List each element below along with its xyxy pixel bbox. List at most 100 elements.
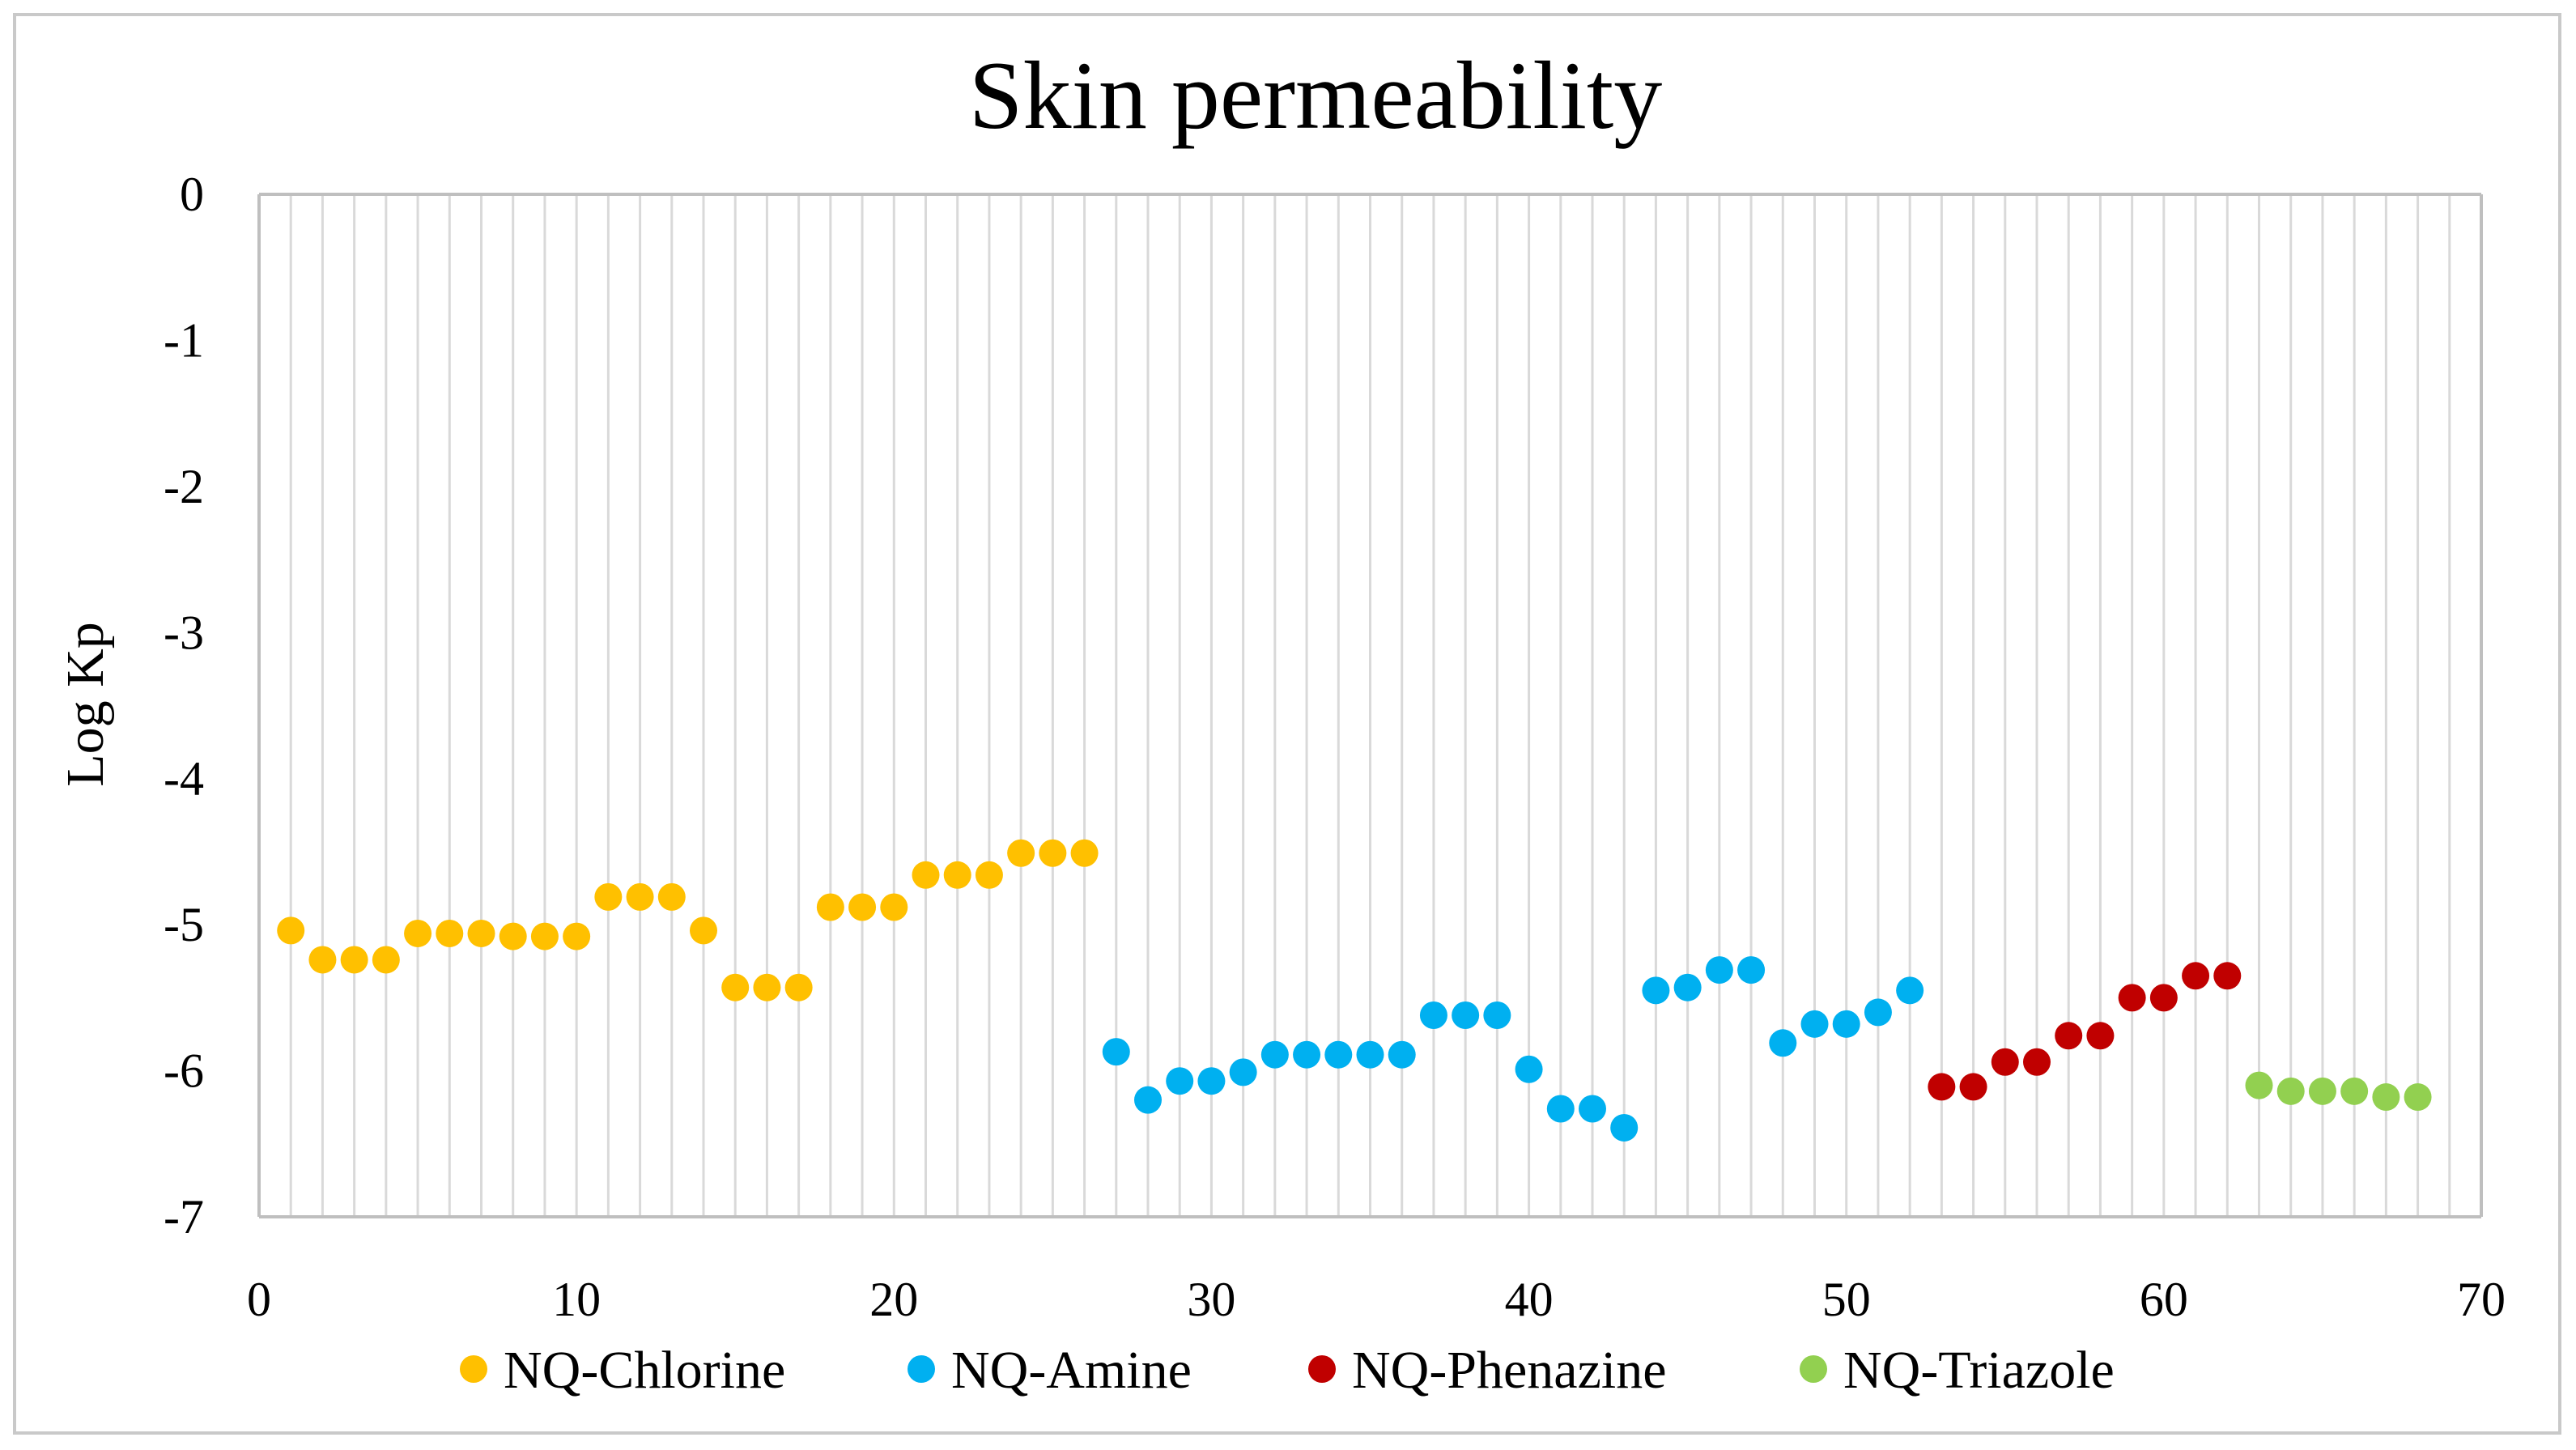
- y-tick-label: 0: [180, 168, 204, 221]
- data-point-nq-chlorine: [784, 973, 813, 1001]
- data-point-nq-amine: [1419, 1001, 1447, 1030]
- x-tick-label: 70: [2457, 1273, 2506, 1326]
- grid-layer: [289, 194, 2451, 1217]
- data-point-nq-amine: [1705, 956, 1733, 984]
- data-point-nq-amine: [1673, 973, 1702, 1001]
- data-point-nq-phenazine: [1959, 1073, 1987, 1101]
- data-point-nq-amine: [1769, 1029, 1797, 1057]
- x-tick-label: 0: [247, 1273, 271, 1326]
- data-point-nq-phenazine: [1928, 1073, 1956, 1101]
- x-tick-label: 60: [2140, 1273, 2188, 1326]
- data-point-nq-chlorine: [975, 861, 1003, 889]
- data-point-nq-phenazine: [2118, 984, 2146, 1012]
- data-point-nq-amine: [1737, 956, 1766, 984]
- y-tick-label: -7: [164, 1190, 204, 1244]
- data-point-nq-chlorine: [277, 916, 305, 945]
- data-point-nq-phenazine: [2213, 962, 2242, 990]
- data-point-nq-chlorine: [594, 882, 623, 911]
- data-point-nq-chlorine: [657, 882, 686, 911]
- data-point-nq-chlorine: [1039, 839, 1067, 867]
- data-point-nq-amine: [1293, 1040, 1321, 1069]
- data-point-nq-chlorine: [626, 882, 654, 911]
- y-tick-labels: 0 -1 -2 -3 -4 -5 -6 -7: [164, 168, 204, 1244]
- data-point-nq-chlorine: [690, 916, 717, 945]
- data-point-nq-amine: [1197, 1067, 1226, 1095]
- data-point-nq-amine: [1483, 1001, 1511, 1030]
- data-point-nq-amine: [1546, 1095, 1575, 1123]
- data-point-nq-chlorine: [721, 973, 750, 1001]
- legend-label-nq-triazole: NQ-Triazole: [1843, 1341, 2115, 1400]
- data-point-nq-chlorine: [1070, 839, 1099, 867]
- data-point-nq-amine: [1610, 1113, 1639, 1142]
- legend-marker-nq-triazole: [1800, 1355, 1827, 1383]
- data-point-nq-chlorine: [308, 946, 337, 974]
- y-tick-label: -5: [164, 898, 204, 951]
- data-point-nq-triazole: [2404, 1083, 2432, 1112]
- data-point-nq-triazole: [2276, 1077, 2305, 1105]
- data-point-nq-chlorine: [943, 861, 971, 889]
- y-tick-label: -4: [164, 752, 204, 806]
- data-point-nq-chlorine: [848, 893, 877, 921]
- data-point-nq-triazole: [2340, 1077, 2369, 1105]
- data-point-nq-amine: [1229, 1058, 1257, 1086]
- data-point-nq-amine: [1260, 1040, 1289, 1069]
- legend-marker-nq-chlorine: [460, 1355, 487, 1383]
- data-point-nq-amine: [1642, 976, 1670, 1005]
- x-tick-label: 30: [1187, 1273, 1235, 1326]
- data-point-nq-chlorine: [436, 919, 464, 947]
- data-point-nq-amine: [1324, 1040, 1353, 1069]
- data-point-nq-chlorine: [340, 946, 368, 974]
- legend-marker-nq-phenazine: [1308, 1355, 1336, 1383]
- x-tick-label: 50: [1822, 1273, 1871, 1326]
- data-point-nq-chlorine: [372, 946, 400, 974]
- legend-label-nq-chlorine: NQ-Chlorine: [504, 1341, 785, 1400]
- x-tick-label: 20: [869, 1273, 918, 1326]
- x-tick-labels: 0 10 20 30 40 50 60 70: [247, 1273, 2506, 1326]
- data-point-nq-chlorine: [1007, 839, 1035, 867]
- data-point-nq-chlorine: [404, 919, 432, 947]
- data-point-nq-chlorine: [816, 893, 844, 921]
- y-tick-label: -3: [164, 606, 204, 659]
- y-axis-label: Log Kp: [56, 622, 115, 786]
- x-tick-label: 40: [1505, 1273, 1554, 1326]
- data-point-nq-chlorine: [912, 861, 940, 889]
- data-point-nq-amine: [1864, 998, 1892, 1027]
- legend-marker-nq-amine: [908, 1355, 935, 1383]
- x-tick-label: 10: [552, 1273, 601, 1326]
- data-point-nq-chlorine: [880, 893, 908, 921]
- data-point-nq-amine: [1515, 1055, 1543, 1083]
- data-point-nq-amine: [1452, 1001, 1480, 1030]
- data-point-nq-phenazine: [2023, 1048, 2051, 1076]
- data-point-nq-phenazine: [1991, 1048, 2019, 1076]
- y-tick-label: -2: [164, 460, 204, 513]
- data-point-nq-triazole: [2308, 1077, 2336, 1105]
- data-point-nq-phenazine: [2182, 962, 2210, 990]
- points-layer: [277, 839, 2432, 1142]
- chart-title: Skin permeability: [969, 41, 1663, 149]
- data-point-nq-phenazine: [2055, 1022, 2083, 1050]
- legend: NQ-Chlorine NQ-Amine NQ-Phenazine NQ-Triazo…: [460, 1341, 2115, 1400]
- data-point-nq-amine: [1800, 1010, 1829, 1038]
- legend-label-nq-amine: NQ-Amine: [951, 1341, 1192, 1400]
- data-point-nq-triazole: [2372, 1083, 2400, 1112]
- data-point-nq-amine: [1166, 1067, 1194, 1095]
- y-tick-label: -1: [164, 313, 204, 367]
- data-point-nq-chlorine: [467, 919, 495, 947]
- data-point-nq-triazole: [2245, 1071, 2273, 1099]
- data-point-nq-amine: [1102, 1038, 1130, 1066]
- data-point-nq-amine: [1388, 1040, 1416, 1069]
- axes-layer: [257, 193, 2483, 1218]
- data-point-nq-amine: [1896, 976, 1924, 1005]
- data-point-nq-amine: [1356, 1040, 1384, 1069]
- legend-label-nq-phenazine: NQ-Phenazine: [1352, 1341, 1667, 1400]
- data-point-nq-chlorine: [530, 922, 559, 950]
- data-point-nq-amine: [1134, 1086, 1162, 1114]
- data-point-nq-chlorine: [753, 973, 781, 1001]
- data-point-nq-chlorine: [499, 922, 527, 950]
- y-tick-label: -6: [164, 1044, 204, 1098]
- data-point-nq-phenazine: [2149, 984, 2178, 1012]
- chart-frame: [13, 13, 2561, 1435]
- data-point-nq-chlorine: [563, 922, 591, 950]
- data-point-nq-amine: [1579, 1095, 1606, 1123]
